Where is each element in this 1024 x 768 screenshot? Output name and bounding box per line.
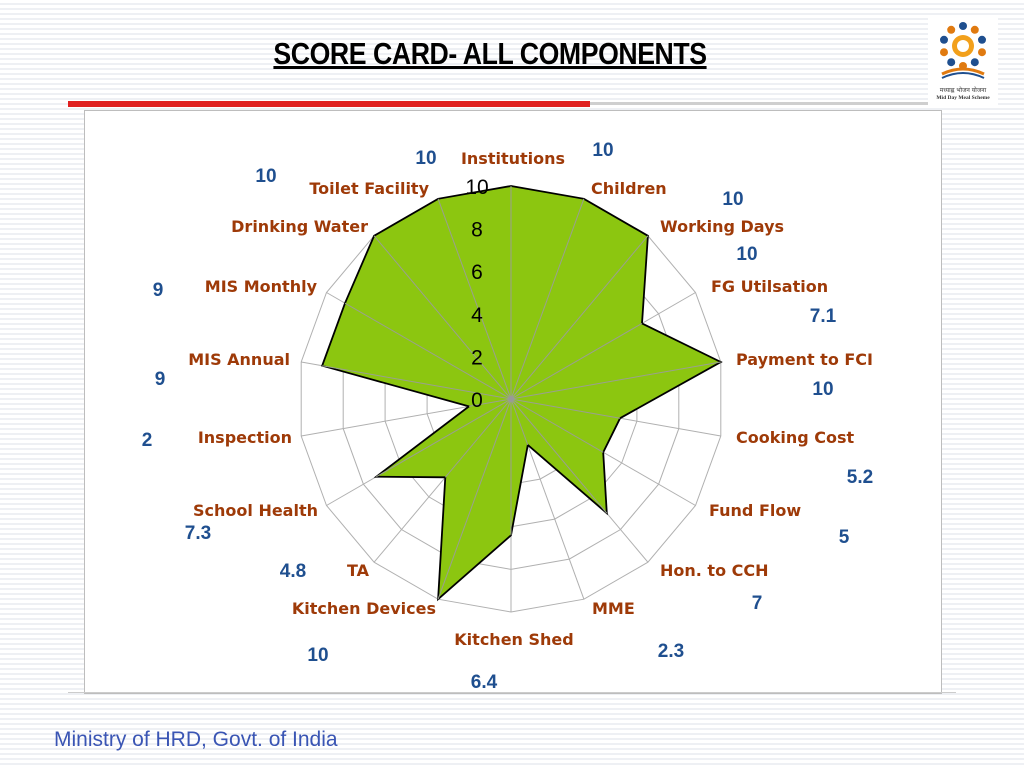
category-label: Toilet Facility [309,179,429,198]
value-label: 10 [722,189,743,210]
value-label: 5 [839,527,850,548]
category-label: Cooking Cost [736,428,855,447]
series-spoke [344,302,512,400]
tick-label: 6 [471,261,483,284]
value-label: 10 [307,645,328,666]
category-label: MIS Monthly [205,277,318,296]
series-spoke [376,398,512,478]
category-label: MIS Annual [188,350,290,369]
category-label: Fund Flow [709,501,801,520]
category-labels: Institutions Children Working Days FG Utils… [188,149,873,649]
logo-caption-hindi: मध्याह्न भोजन योजना [939,87,987,94]
value-label: 7.3 [185,523,211,544]
series-spoke [510,322,643,400]
series-spoke [468,398,512,407]
value-label: 4.8 [280,561,306,582]
value-labels: 10 10 10 7.1 10 5.2 5 7 2.3 6.4 10 4.8 7.3 2 9 9 10 10 [142,140,874,693]
series-spoke [437,398,512,600]
logo-person-mark [940,35,948,44]
value-label: 10 [592,140,613,161]
chart-panel: 0 2 4 6 8 10 Institutions Children Working Days… [84,110,942,694]
category-label: Hon. to CCH [660,561,769,580]
value-label: 6.4 [471,672,498,693]
logo-person-mark [940,48,948,57]
series-spoke [373,235,512,400]
logo-person-mark [978,48,986,57]
category-label: Drinking Water [231,217,368,236]
value-label: 2.3 [658,641,684,662]
series-spoke [510,235,649,400]
value-label: 10 [415,148,436,169]
series-spoke [322,365,512,400]
chart-center [508,396,514,402]
tick-label: 8 [471,219,483,242]
category-label: School Health [193,501,318,520]
category-label: Working Days [660,217,784,236]
slide-title: SCORE CARD- ALL COMPONENTS [273,36,707,71]
category-label: Institutions [461,149,565,168]
tick-label: 10 [465,176,488,199]
category-label: Kitchen Devices [292,599,436,618]
category-label: Children [591,179,667,198]
radar-chart: 0 2 4 6 8 10 Institutions Children Working Days… [142,140,874,693]
series-area [321,185,723,602]
series-spoke [510,398,608,514]
value-label: 7 [752,593,763,614]
logo-person-mark [978,35,986,44]
logo-person-mark [959,22,967,30]
radial-tick-labels: 0 2 4 6 8 10 [465,176,488,412]
tick-label: 2 [471,346,483,369]
category-label: MME [592,599,635,618]
logo-person-mark [970,25,979,34]
value-label: 10 [736,244,757,265]
series-spoke [437,198,512,400]
title-underline-grey [590,102,956,105]
value-label: 2 [142,430,153,451]
tick-label: 0 [471,389,483,412]
logo-person-mark [970,58,979,67]
value-label: 10 [255,166,276,187]
series-spoke [510,398,529,446]
category-label: FG Utilsation [711,277,828,296]
series-spoke [510,398,621,419]
series-spoke [510,398,604,453]
footer-divider [68,692,956,693]
value-label: 9 [153,280,164,301]
tick-label: 4 [471,304,483,327]
category-label: Kitchen Shed [454,630,573,649]
logo-person-mark [947,58,956,67]
series-spoke [510,198,585,400]
footer-text: Ministry of HRD, Govt. of India [54,728,338,751]
category-label: TA [347,561,370,580]
value-label: 9 [155,369,166,390]
logo-caption-english: Mid Day Meal Scheme [936,95,990,101]
value-label: 10 [812,379,833,400]
category-label: Inspection [198,428,292,447]
logo-graphic [940,22,986,79]
category-label: Payment to FCI [736,350,873,369]
value-label: 5.2 [847,467,873,488]
series-spoke [510,361,721,400]
series-spoke [444,398,512,478]
mid-day-meal-logo-icon: मध्याह्न भोजन योजना Mid Day Meal Scheme [928,16,998,106]
value-label: 7.1 [810,306,837,327]
logo-person-mark [947,25,956,34]
title-underline-red [68,101,590,107]
